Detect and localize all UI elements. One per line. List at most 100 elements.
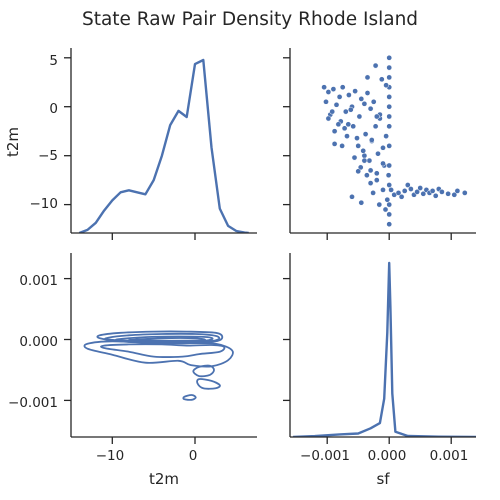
- ytick-label-sf-0001: 0.001: [19, 273, 58, 289]
- scatter-point: [373, 170, 380, 177]
- scatter-point: [384, 196, 391, 203]
- scatter-point: [373, 113, 380, 120]
- xtick-label-sf-neg0001: −0.001: [300, 448, 350, 464]
- scatter-point: [385, 172, 392, 179]
- contour-line: [192, 364, 215, 378]
- scatter-point: [368, 137, 375, 143]
- ytick-label-t2m-neg10: −10: [30, 196, 59, 212]
- kde-line-sf: [293, 261, 476, 437]
- contour-line: [127, 337, 207, 342]
- scatter-point: [461, 190, 468, 196]
- scatter-point: [346, 92, 352, 98]
- scatter-point: [386, 74, 393, 81]
- scatter-point: [331, 141, 338, 147]
- panel-contours: [70, 253, 257, 438]
- scatter-point: [386, 113, 393, 120]
- panel-t2m-kde: [70, 48, 257, 234]
- panel-scatter: [289, 48, 476, 234]
- scatter-point: [451, 191, 458, 198]
- scatter-point: [355, 143, 362, 149]
- scatter-point: [382, 206, 389, 213]
- scatter-point: [364, 172, 370, 179]
- scatter-point: [367, 105, 374, 112]
- scatter-point: [386, 54, 393, 61]
- xtick-label-sf-0000: 0.000: [368, 448, 407, 464]
- scatter-point: [360, 147, 367, 154]
- panel-sf-kde: [289, 253, 476, 438]
- scatter-point: [439, 189, 445, 195]
- ytick-label-sf-neg0001: −0.001: [8, 395, 58, 411]
- xlabel-t2m: t2m: [149, 470, 179, 488]
- scatter-point: [445, 190, 451, 197]
- scatter-point: [361, 152, 368, 159]
- kde-contours: [83, 330, 234, 401]
- scatter-point: [373, 177, 380, 183]
- scatter-point: [361, 157, 368, 164]
- scatter-point: [414, 189, 420, 195]
- scatter-point: [345, 121, 352, 128]
- scatter-point: [331, 128, 338, 135]
- kde-line-t2m: [78, 58, 249, 233]
- scatter-point: [386, 182, 393, 188]
- scatter-point: [380, 144, 386, 151]
- scatter-point: [386, 221, 393, 228]
- xtick-label-sf-0001: 0.001: [430, 448, 469, 464]
- scatter-point: [333, 101, 340, 108]
- scatter-point: [383, 82, 389, 89]
- scatter-point: [408, 186, 414, 192]
- scatter-point: [386, 201, 393, 208]
- scatter-point: [417, 185, 424, 191]
- scatter-point: [401, 188, 408, 194]
- scatter-point: [361, 100, 368, 107]
- ytick-label-t2m-5: 5: [49, 53, 58, 69]
- scatter-point: [336, 94, 343, 100]
- chart-title: State Raw Pair Density Rhode Island: [82, 9, 418, 30]
- scatter-point: [341, 125, 348, 132]
- scatter-point: [380, 160, 386, 167]
- scatter-point: [386, 211, 393, 218]
- scatter-point: [330, 86, 337, 92]
- scatter-point: [378, 76, 385, 83]
- scatter-point: [386, 64, 393, 71]
- scatter-point: [386, 94, 393, 100]
- ylabel-t2m: t2m: [4, 127, 22, 157]
- scatter-point: [367, 180, 374, 186]
- scatter-point: [454, 188, 461, 194]
- scatter-point: [335, 121, 342, 128]
- scatter-point: [339, 84, 346, 91]
- scatter-point: [395, 190, 402, 196]
- scatter-point: [356, 113, 363, 120]
- scatter-point: [398, 193, 405, 200]
- tick-labels: 5 0 −5 −10 0.001 0.000 −0.001 −10 0 −0.0…: [8, 53, 468, 464]
- scatter-point: [372, 123, 379, 130]
- scatter-point: [429, 188, 436, 194]
- scatter-point: [362, 131, 369, 137]
- scatter-point: [354, 135, 360, 141]
- scatter-point: [420, 190, 427, 197]
- scatter-point: [370, 98, 377, 105]
- scatter-point: [404, 182, 411, 188]
- scatter-point: [321, 84, 327, 91]
- scatter-point: [386, 143, 393, 149]
- scatter-point: [386, 162, 393, 169]
- contour-line: [182, 394, 197, 401]
- scatter-point: [375, 150, 381, 157]
- ytick-label-t2m-neg5: −5: [38, 148, 58, 164]
- scatter-point: [380, 187, 386, 193]
- contour-line: [100, 343, 226, 358]
- scatter-point: [349, 193, 355, 200]
- scatter-point: [358, 96, 365, 102]
- ytick-label-t2m-0: 0: [49, 101, 58, 117]
- scatter-point: [339, 143, 345, 149]
- scatter-point: [370, 190, 376, 196]
- scatter-point: [364, 90, 371, 96]
- scatter-point: [383, 133, 389, 139]
- scatter-point: [323, 98, 329, 105]
- scatter-point: [325, 115, 332, 122]
- tick-marks: [64, 57, 452, 444]
- ytick-label-sf-0000: 0.000: [19, 334, 58, 350]
- scatter-point: [351, 154, 358, 161]
- scatter-point: [366, 157, 373, 164]
- scatter-point: [352, 88, 358, 94]
